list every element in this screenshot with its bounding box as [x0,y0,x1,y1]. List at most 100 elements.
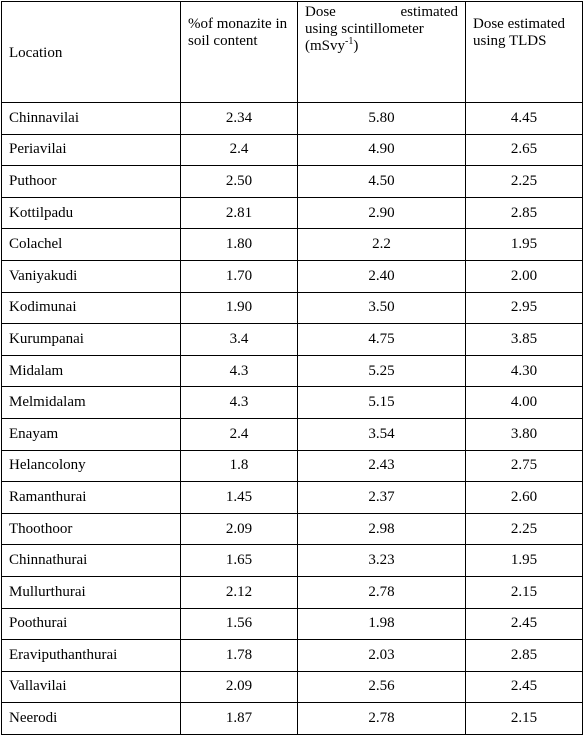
scintillometer-dose-cell: 5.25 [297,354,466,388]
monazite-cell: 2.12 [180,575,298,609]
location-cell: Midalam [1,354,181,388]
monazite-cell: 1.65 [180,544,298,577]
table-row: Periavilai 2.4 4.90 2.65 [1,133,583,167]
tlds-dose-cell: 1.95 [465,228,583,261]
monazite-cell: 4.3 [180,386,298,419]
table-row: Kottilpadu 2.81 2.90 2.85 [1,196,583,230]
location-cell: Vaniyakudi [1,259,181,293]
tlds-dose-cell: 2.15 [465,702,583,735]
monazite-cell: 2.09 [180,670,298,704]
monazite-cell: 1.45 [180,481,298,514]
scintillometer-dose-cell: 4.75 [297,323,466,356]
header-scint-line1: Dose estimated [305,4,458,20]
tlds-dose-cell: 2.15 [465,575,583,609]
scintillometer-dose-cell: 2.2 [297,228,466,261]
tlds-dose-cell: 2.45 [465,607,583,641]
scintillometer-dose-cell: 2.43 [297,449,466,483]
tlds-dose-cell: 2.95 [465,291,583,325]
location-cell: Kodimunai [1,291,181,325]
location-cell: Periavilai [1,133,181,167]
scintillometer-dose-cell: 4.90 [297,133,466,167]
tlds-dose-cell: 2.65 [465,133,583,167]
table-row: Poothurai 1.56 1.98 2.45 [1,607,583,641]
tlds-dose-cell: 3.80 [465,417,583,451]
table-row: Midalam 4.3 5.25 4.30 [1,354,583,388]
monazite-cell: 1.8 [180,449,298,483]
monazite-cell: 1.70 [180,259,298,293]
scintillometer-dose-cell: 2.56 [297,670,466,704]
monazite-cell: 2.4 [180,133,298,167]
tlds-dose-cell: 2.60 [465,481,583,514]
scintillometer-dose-cell: 2.03 [297,639,466,672]
location-cell: Eraviputhanthurai [1,639,181,672]
tlds-dose-cell: 2.45 [465,670,583,704]
scintillometer-dose-cell: 2.37 [297,481,466,514]
table-row: Thoothoor 2.09 2.98 2.25 [1,512,583,546]
monazite-cell: 4.3 [180,354,298,388]
header-location: Location [1,1,181,103]
header-scint-line2: using scintillometer [305,21,424,37]
monazite-cell: 2.09 [180,512,298,546]
header-scint-unit: (mSvy-1) [305,36,359,55]
monazite-cell: 2.34 [180,102,298,135]
location-cell: Chinnavilai [1,102,181,135]
location-cell: Puthoor [1,165,181,198]
table-row: Ramanthurai 1.45 2.37 2.60 [1,481,583,514]
table-row: Helancolony 1.8 2.43 2.75 [1,449,583,483]
location-cell: Helancolony [1,449,181,483]
scintillometer-dose-cell: 2.90 [297,196,466,230]
monazite-cell: 1.90 [180,291,298,325]
table-row: Kodimunai 1.90 3.50 2.95 [1,291,583,325]
table-row: Colachel 1.80 2.2 1.95 [1,228,583,261]
scintillometer-dose-cell: 2.78 [297,575,466,609]
monazite-cell: 2.50 [180,165,298,198]
table-row: Eraviputhanthurai 1.78 2.03 2.85 [1,639,583,672]
location-cell: Thoothoor [1,512,181,546]
table-row: Neerodi 1.87 2.78 2.15 [1,702,583,735]
table-row: Chinnavilai 2.34 5.80 4.45 [1,102,583,135]
location-cell: Kottilpadu [1,196,181,230]
monazite-cell: 1.87 [180,702,298,735]
monazite-cell: 3.4 [180,323,298,356]
location-cell: Vallavilai [1,670,181,704]
table-row: Puthoor 2.50 4.50 2.25 [1,165,583,198]
scintillometer-dose-cell: 5.15 [297,386,466,419]
location-cell: Mullurthurai [1,575,181,609]
tlds-dose-cell: 2.25 [465,165,583,198]
tlds-dose-cell: 4.30 [465,354,583,388]
monazite-cell: 1.80 [180,228,298,261]
location-cell: Enayam [1,417,181,451]
location-cell: Neerodi [1,702,181,735]
monazite-cell: 1.56 [180,607,298,641]
header-row: Location %of monazite in soil content Do… [1,1,583,103]
location-cell: Poothurai [1,607,181,641]
tlds-dose-cell: 2.25 [465,512,583,546]
tlds-dose-cell: 2.00 [465,259,583,293]
tlds-dose-cell: 2.85 [465,196,583,230]
location-cell: Colachel [1,228,181,261]
monazite-cell: 2.4 [180,417,298,451]
scintillometer-dose-cell: 5.80 [297,102,466,135]
table-row: Chinnathurai 1.65 3.23 1.95 [1,544,583,577]
header-tlds: Dose estimated using TLDS [465,1,583,103]
monazite-cell: 2.81 [180,196,298,230]
location-cell: Kurumpanai [1,323,181,356]
scintillometer-dose-cell: 2.40 [297,259,466,293]
scintillometer-dose-cell: 1.98 [297,607,466,641]
header-monazite: %of monazite in soil content [180,1,298,103]
scintillometer-dose-cell: 4.50 [297,165,466,198]
table-row: Vallavilai 2.09 2.56 2.45 [1,670,583,704]
table-row: Vaniyakudi 1.70 2.40 2.00 [1,259,583,293]
scintillometer-dose-cell: 2.78 [297,702,466,735]
scintillometer-dose-cell: 3.50 [297,291,466,325]
location-cell: Melmidalam [1,386,181,419]
location-cell: Ramanthurai [1,481,181,514]
tlds-dose-cell: 3.85 [465,323,583,356]
table-row: Kurumpanai 3.4 4.75 3.85 [1,323,583,356]
scintillometer-dose-cell: 2.98 [297,512,466,546]
tlds-dose-cell: 1.95 [465,544,583,577]
scintillometer-dose-cell: 3.23 [297,544,466,577]
tlds-dose-cell: 2.75 [465,449,583,483]
tlds-dose-cell: 2.85 [465,639,583,672]
